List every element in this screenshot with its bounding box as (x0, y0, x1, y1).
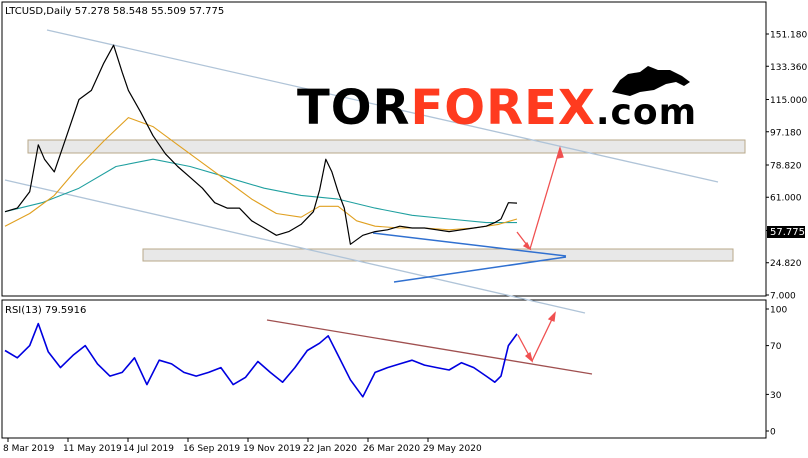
svg-text:57.775: 57.775 (770, 227, 805, 238)
rsi-trend-line (266, 319, 593, 375)
price-series-line (4, 44, 518, 245)
price-y-tick-label: 97.180 (770, 128, 802, 138)
rsi-series-line (4, 322, 518, 398)
price-y-axis: 7.00024.82042.64061.00078.82097.180115.0… (766, 31, 807, 302)
x-tick-label: 8 Mar 2019 (3, 444, 55, 454)
channel-lower-line (4, 179, 586, 314)
rsi-chart-title: RSI(13) 79.5916 (5, 305, 86, 316)
x-tick-label: 19 Nov 2019 (243, 444, 301, 454)
moving-average-slow (4, 158, 517, 224)
price-y-tick-label: 78.820 (770, 161, 802, 171)
price-y-tick-label: 133.360 (770, 63, 807, 73)
rsi-series (4, 322, 518, 398)
x-tick-label: 11 May 2019 (63, 444, 122, 454)
x-tick-label: 29 May 2020 (423, 444, 482, 454)
price-chart-title: LTCUSD,Daily 57.278 58.548 55.509 57.775 (5, 6, 224, 17)
watermark-part-forex: FOREX (411, 80, 596, 136)
price-y-tick-label: 115.000 (770, 96, 807, 106)
price-y-tick-label: 7.000 (770, 292, 796, 302)
triangle-lower-line (393, 256, 567, 283)
rsi-y-tick-label: 30 (770, 391, 782, 401)
forecast-arrows-price (516, 145, 564, 251)
rsi-y-tick-label: 0 (770, 428, 776, 438)
bull-icon (612, 66, 690, 96)
x-tick-label: 22 Jan 2020 (303, 444, 357, 454)
rsi-y-tick-label: 100 (770, 306, 787, 316)
moving-average-slow-line (4, 158, 517, 224)
forecast-arrows-rsi (517, 311, 556, 363)
resistance-zone (27, 139, 746, 154)
rsi-y-axis: 0 30 70 100 (766, 306, 787, 438)
triangle-upper-line (372, 232, 567, 257)
watermark-logo: TORFOREX.com (297, 66, 697, 136)
x-tick-label: 14 Jul 2019 (123, 444, 174, 454)
support-zone (142, 248, 734, 262)
channel-upper-line (46, 29, 719, 183)
x-tick-label: 16 Sep 2019 (183, 444, 240, 454)
price-y-tick-label: 151.180 (770, 31, 807, 41)
price-series (4, 44, 518, 245)
rsi-y-tick-label: 70 (770, 342, 782, 352)
price-y-tick-label: 24.820 (770, 259, 802, 269)
price-y-tick-label: 61.000 (770, 194, 802, 204)
watermark-part-tor: TOR (297, 80, 411, 136)
watermark-part-com: .com (596, 92, 697, 133)
x-axis: 8 Mar 2019 11 May 2019 14 Jul 2019 16 Sep 2… (3, 438, 482, 454)
svg-text:TORFOREX.com: TORFOREX.com (297, 80, 697, 136)
x-tick-label: 26 Mar 2020 (363, 444, 420, 454)
current-price-badge: 57.775 (767, 226, 805, 238)
